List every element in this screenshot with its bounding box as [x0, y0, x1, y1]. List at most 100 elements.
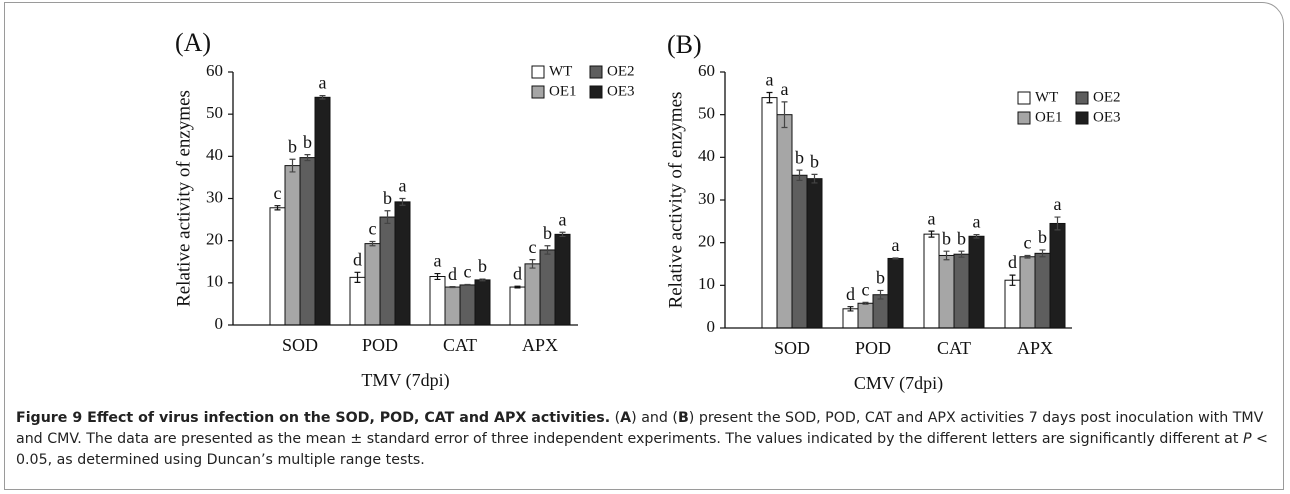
- error-bar: [354, 271, 361, 284]
- significance-letter: d: [353, 249, 362, 269]
- error-bar: [811, 173, 818, 184]
- error-bar: [529, 259, 536, 269]
- error-bar: [958, 250, 965, 258]
- legend-swatch: [531, 85, 545, 99]
- significance-letter: a: [1054, 194, 1062, 214]
- x-tick-label: CAT: [443, 335, 477, 355]
- significance-letter: c: [274, 183, 282, 203]
- significance-letter: a: [434, 251, 442, 271]
- significance-letter: b: [942, 228, 951, 248]
- significance-letter: a: [781, 79, 789, 99]
- significance-letter: b: [543, 223, 552, 243]
- bar: [444, 286, 461, 326]
- significance-letter: a: [399, 176, 407, 196]
- caption-text: (: [610, 410, 621, 426]
- y-tick-label: 0: [707, 317, 716, 336]
- error-bar: [559, 231, 566, 238]
- error-bar: [289, 158, 296, 173]
- bar: [923, 233, 940, 329]
- x-tick-label: CAT: [937, 338, 971, 358]
- y-tick-label: 30: [698, 189, 715, 208]
- y-tick-label: 60: [206, 61, 223, 80]
- legend-swatch: [1017, 91, 1031, 105]
- bar: [872, 294, 889, 329]
- error-bar: [862, 301, 869, 305]
- error-bar: [973, 233, 980, 239]
- error-bar: [877, 289, 884, 300]
- error-bar: [369, 240, 376, 247]
- error-bar: [544, 245, 551, 255]
- x-tick-label: POD: [855, 338, 891, 358]
- y-tick-label: 10: [206, 272, 223, 291]
- significance-letter: c: [1024, 233, 1032, 253]
- significance-letter: a: [928, 208, 936, 228]
- caption-text: ) and (: [631, 410, 678, 426]
- caption-text: < 0.05, as determined using Duncan’s mul…: [16, 431, 1268, 468]
- bar: [524, 263, 541, 326]
- bar: [1049, 222, 1066, 329]
- x-tick-label: APX: [522, 335, 558, 355]
- significance-letter: d: [846, 284, 855, 304]
- significance-letter: a: [559, 209, 567, 229]
- significance-letter: d: [448, 264, 457, 284]
- caption: Figure 9 Effect of virus infection on th…: [16, 408, 1278, 471]
- significance-letter: b: [288, 136, 297, 156]
- error-bar: [1039, 249, 1046, 258]
- y-tick-label: 30: [206, 187, 223, 206]
- y-tick-label: 50: [698, 104, 715, 123]
- y-tick-label: 20: [698, 232, 715, 251]
- error-bar: [847, 306, 854, 312]
- legend-swatch: [1075, 91, 1089, 105]
- bar: [459, 284, 476, 326]
- bar: [349, 276, 366, 326]
- bar: [379, 216, 396, 326]
- error-bar: [892, 257, 899, 260]
- significance-letter: b: [478, 256, 487, 276]
- bar: [791, 174, 808, 329]
- significance-letter: a: [766, 70, 774, 90]
- significance-letter: a: [973, 212, 981, 232]
- bar: [1004, 279, 1021, 329]
- bar: [842, 308, 859, 329]
- y-axis-label: Relative activity of enzymes: [665, 92, 686, 309]
- legend-label: OE2: [1093, 89, 1121, 105]
- significance-letter: b: [303, 132, 312, 152]
- error-bar: [928, 230, 935, 238]
- error-bar: [479, 278, 486, 282]
- error-bar: [464, 283, 471, 286]
- x-axis-label: TMV (7dpi): [361, 370, 449, 391]
- error-bar: [274, 205, 281, 211]
- legend-label: WT: [549, 63, 572, 79]
- error-bar: [1009, 274, 1016, 286]
- bar: [776, 114, 793, 329]
- x-tick-label: SOD: [774, 338, 810, 358]
- bar: [1034, 252, 1051, 329]
- significance-letter: c: [862, 280, 870, 300]
- y-tick-label: 0: [215, 314, 224, 333]
- y-tick-label: 50: [206, 103, 223, 122]
- bar: [314, 96, 331, 326]
- error-bar: [943, 250, 950, 261]
- y-axis-label: Relative activity of enzymes: [173, 90, 194, 307]
- bar: [761, 97, 778, 329]
- x-tick-label: POD: [362, 335, 398, 355]
- bar: [539, 249, 556, 326]
- bar: [269, 207, 286, 326]
- bar: [806, 178, 823, 329]
- caption-text: A: [620, 410, 632, 426]
- significance-letter: a: [892, 235, 900, 255]
- bar: [284, 165, 301, 326]
- bar: [857, 302, 874, 329]
- y-tick-label: 40: [206, 145, 223, 164]
- significance-letter: b: [795, 147, 804, 167]
- caption-text: Figure 9 Effect of virus infection on th…: [16, 410, 611, 426]
- significance-letter: c: [464, 262, 472, 282]
- legend-swatch: [589, 85, 603, 99]
- significance-letter: b: [383, 188, 392, 208]
- panel-label: (B): [667, 30, 702, 59]
- x-tick-label: APX: [1017, 338, 1053, 358]
- significance-letter: b: [810, 152, 819, 172]
- legend-swatch: [1075, 111, 1089, 125]
- caption-text: B: [677, 410, 689, 426]
